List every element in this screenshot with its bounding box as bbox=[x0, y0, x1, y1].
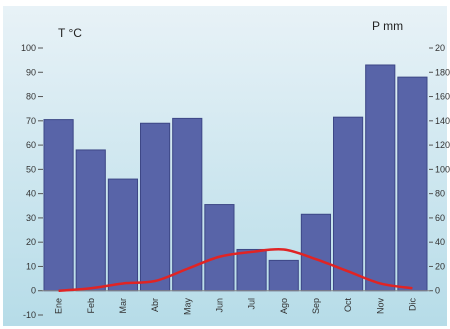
precipitation-bar bbox=[204, 204, 235, 292]
precipitation-bar bbox=[43, 119, 74, 292]
category-label: Abr bbox=[150, 298, 160, 312]
right-tick-label: 0 bbox=[435, 286, 440, 296]
category-label: Ago bbox=[279, 298, 289, 314]
left-tick-label: 30 bbox=[26, 213, 36, 223]
category-label: Mar bbox=[118, 298, 128, 314]
category-label: Jul bbox=[247, 298, 257, 310]
right-axis-label: P mm bbox=[372, 19, 403, 33]
chart-marks: -10 0 10 20 30 40 50 60 70 80 90 100 0 20 40 60 80 100 120… bbox=[21, 43, 450, 320]
left-tick-label: 0 bbox=[31, 286, 36, 296]
right-tick-label: 140 bbox=[435, 116, 450, 126]
category-label: Sep bbox=[311, 298, 321, 314]
precipitation-bar bbox=[333, 116, 364, 292]
left-tick-label: 90 bbox=[26, 67, 36, 77]
right-tick-label: 120 bbox=[435, 140, 450, 150]
left-tick-label: 20 bbox=[26, 237, 36, 247]
category-label: Dic bbox=[407, 298, 417, 311]
right-tick-label: 100 bbox=[435, 164, 450, 174]
right-tick-label: 80 bbox=[435, 189, 445, 199]
left-axis-label: T °C bbox=[58, 26, 82, 40]
left-tick-label: 70 bbox=[26, 116, 36, 126]
left-tick-label: 50 bbox=[26, 164, 36, 174]
left-tick-label: 10 bbox=[26, 261, 36, 271]
right-tick-label: 40 bbox=[435, 237, 445, 247]
precipitation-bar bbox=[236, 248, 267, 292]
right-tick-label: 20 bbox=[435, 261, 445, 271]
precipitation-bar bbox=[75, 149, 106, 292]
precipitation-bar bbox=[140, 122, 171, 292]
temperature-line bbox=[58, 247, 413, 292]
category-label: Ene bbox=[54, 298, 64, 314]
right-tick-label: 20 bbox=[435, 43, 445, 53]
category-label: May bbox=[182, 298, 192, 316]
left-tick-label: -10 bbox=[23, 310, 36, 320]
category-label: Nov bbox=[375, 298, 385, 315]
right-tick-label: 60 bbox=[435, 213, 445, 223]
precipitation-bar bbox=[300, 213, 332, 292]
precipitation-bar bbox=[268, 259, 299, 292]
right-tick-label: 160 bbox=[435, 92, 450, 102]
category-label: Jun bbox=[214, 298, 224, 313]
left-tick-label: 40 bbox=[26, 189, 36, 199]
left-tick-label: 60 bbox=[26, 140, 36, 150]
category-label: Feb bbox=[86, 298, 96, 314]
left-tick-label: 80 bbox=[26, 92, 36, 102]
right-tick-label: 180 bbox=[435, 67, 450, 77]
precipitation-bar bbox=[107, 178, 139, 292]
precipitation-bar bbox=[397, 76, 428, 292]
precipitation-bar bbox=[365, 64, 396, 292]
precipitation-bar bbox=[172, 117, 203, 292]
left-tick-label: 100 bbox=[21, 43, 36, 53]
category-label: Oct bbox=[343, 298, 353, 313]
